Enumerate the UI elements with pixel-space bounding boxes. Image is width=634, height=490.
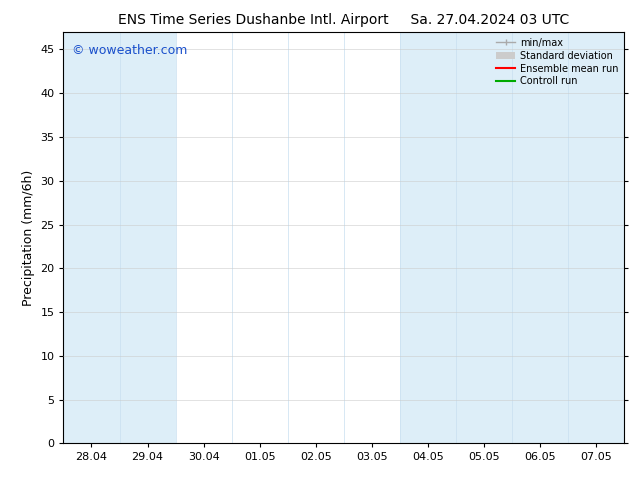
- Bar: [63, 32, 120, 443]
- Bar: [120, 32, 176, 443]
- Bar: [569, 32, 624, 443]
- Bar: [512, 32, 569, 443]
- Text: © woweather.com: © woweather.com: [72, 44, 187, 57]
- Title: ENS Time Series Dushanbe Intl. Airport     Sa. 27.04.2024 03 UTC: ENS Time Series Dushanbe Intl. Airport S…: [119, 13, 569, 26]
- Bar: [400, 32, 456, 443]
- Bar: [456, 32, 512, 443]
- Y-axis label: Precipitation (mm/6h): Precipitation (mm/6h): [22, 170, 35, 306]
- Legend: min/max, Standard deviation, Ensemble mean run, Controll run: min/max, Standard deviation, Ensemble me…: [492, 34, 623, 90]
